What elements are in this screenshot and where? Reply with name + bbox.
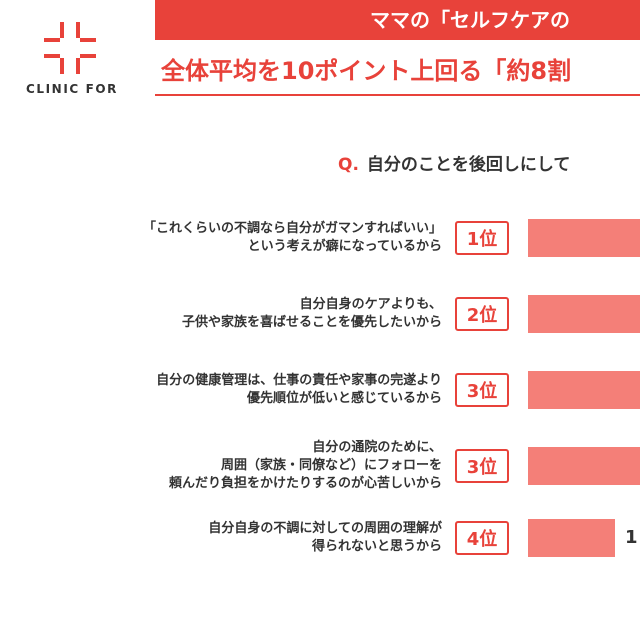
chart-row: 「これくらいの不調なら自分がガマンすればいい」 という考えが癖になっているから 1… — [0, 208, 640, 268]
bar — [528, 219, 640, 257]
rank-badge: 3位 — [455, 449, 509, 483]
category-label: 自分の健康管理は、仕事の責任や家事の完遂より 優先順位が低いと感じているから — [156, 373, 442, 406]
rank-badge: 3位 — [455, 373, 509, 407]
chart-row: 自分の通院のために、 周囲（家族・同僚など）にフォローを 頼んだり負担をかけたり… — [0, 436, 640, 496]
logo-text: CLINIC FOR — [25, 82, 119, 96]
header-banner: ママの「セルフケアの — [155, 0, 640, 40]
survey-question: Q. 自分のことを後回しにして — [338, 150, 640, 175]
bar-value-label: 1 — [625, 527, 638, 548]
bar-track — [528, 219, 640, 257]
category-label: 自分自身の不調に対しての周囲の理解が 得られないと思うから — [208, 521, 442, 554]
clinic-cross-icon — [44, 22, 96, 74]
rank-badge: 4位 — [455, 521, 509, 555]
bar-track — [528, 447, 640, 485]
category-label: 自分自身のケアよりも、 子供や家族を喜ばせることを優先したいから — [181, 297, 442, 330]
bar — [528, 371, 640, 409]
chart-row: 自分の健康管理は、仕事の責任や家事の完遂より 優先順位が低いと感じているから 3位 — [0, 360, 640, 420]
clinic-for-logo: CLINIC FOR — [22, 20, 122, 100]
rank-badge: 1位 — [455, 221, 509, 255]
rank-badge: 2位 — [455, 297, 509, 331]
bar — [528, 519, 615, 557]
chart-row: 自分自身のケアよりも、 子供や家族を喜ばせることを優先したいから 2位 — [0, 284, 640, 344]
category-label: 自分の通院のために、 周囲（家族・同僚など）にフォローを 頼んだり負担をかけたり… — [168, 440, 442, 491]
header-subtitle: 全体平均を10ポイント上回る「約8割 — [155, 46, 640, 96]
question-text: 自分のことを後回しにして — [366, 155, 571, 175]
chart-row: 自分自身の不調に対しての周囲の理解が 得られないと思うから 4位 1 — [0, 508, 640, 568]
question-mark: Q. — [338, 155, 359, 175]
bar — [528, 447, 640, 485]
bar-track — [528, 295, 640, 333]
bar-track — [528, 371, 640, 409]
category-label: 「これくらいの不調なら自分がガマンすればいい」 という考えが癖になっているから — [142, 221, 442, 254]
bar-track: 1 — [528, 519, 640, 557]
bar — [528, 295, 640, 333]
